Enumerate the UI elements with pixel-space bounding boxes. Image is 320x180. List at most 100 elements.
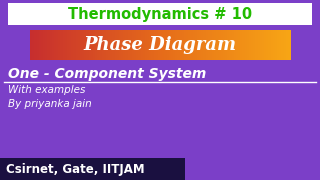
Bar [208, 30, 211, 60]
Bar [119, 30, 122, 60]
Bar [214, 30, 217, 60]
Bar [279, 30, 282, 60]
Bar [173, 30, 176, 60]
Bar [130, 30, 132, 60]
Bar [186, 30, 189, 60]
Bar [89, 30, 92, 60]
Bar [125, 30, 128, 60]
Bar [76, 30, 78, 60]
Bar [244, 30, 247, 60]
Bar [84, 30, 87, 60]
Bar [132, 30, 135, 60]
Bar [288, 30, 291, 60]
Bar [247, 30, 250, 60]
Text: Thermodynamics # 10: Thermodynamics # 10 [68, 6, 252, 21]
Bar [255, 30, 258, 60]
Bar [149, 30, 152, 60]
Bar [193, 30, 196, 60]
Bar [156, 30, 159, 60]
Bar [0, 158, 185, 180]
Bar [264, 30, 267, 60]
Bar [136, 30, 139, 60]
Bar [166, 30, 170, 60]
Bar [62, 30, 66, 60]
Bar [80, 30, 83, 60]
Bar [65, 30, 68, 60]
Bar [229, 30, 232, 60]
Bar [242, 30, 245, 60]
Bar [69, 30, 72, 60]
Bar [219, 30, 221, 60]
Bar [251, 30, 254, 60]
Bar [162, 30, 165, 60]
Bar [234, 30, 236, 60]
Bar [238, 30, 241, 60]
Bar [134, 30, 137, 60]
Bar [216, 30, 219, 60]
Bar [258, 30, 260, 60]
Bar [91, 30, 94, 60]
Bar [260, 30, 263, 60]
Bar [184, 30, 187, 60]
Bar [121, 30, 124, 60]
Bar [108, 30, 111, 60]
Bar [240, 30, 243, 60]
Bar [281, 30, 284, 60]
Bar [180, 30, 182, 60]
Bar [117, 30, 120, 60]
Bar [106, 30, 109, 60]
Bar [205, 30, 208, 60]
Bar [151, 30, 154, 60]
Bar [221, 30, 224, 60]
Bar [52, 30, 55, 60]
Bar [101, 30, 104, 60]
Bar [177, 30, 180, 60]
Bar [73, 30, 76, 60]
Bar [188, 30, 191, 60]
Text: Csirnet, Gate, IITJAM: Csirnet, Gate, IITJAM [6, 163, 145, 175]
Bar [197, 30, 200, 60]
Bar [270, 30, 274, 60]
Bar [190, 30, 193, 60]
Bar [86, 30, 89, 60]
Bar [41, 30, 44, 60]
Bar [138, 30, 141, 60]
Bar [284, 30, 286, 60]
Bar [201, 30, 204, 60]
Bar [112, 30, 115, 60]
Bar [203, 30, 206, 60]
Bar [43, 30, 46, 60]
Bar [123, 30, 126, 60]
Bar [45, 30, 48, 60]
Bar [8, 3, 312, 25]
Bar [58, 30, 61, 60]
Bar [110, 30, 113, 60]
Text: Phase Diagram: Phase Diagram [84, 36, 236, 54]
Bar [50, 30, 52, 60]
Bar [154, 30, 156, 60]
Bar [266, 30, 269, 60]
Bar [56, 30, 59, 60]
Bar [268, 30, 271, 60]
Bar [127, 30, 131, 60]
Bar [60, 30, 63, 60]
Bar [115, 30, 117, 60]
Bar [231, 30, 235, 60]
Bar [36, 30, 39, 60]
Bar [236, 30, 239, 60]
Bar [175, 30, 178, 60]
Text: By priyanka jain: By priyanka jain [8, 99, 92, 109]
Bar [275, 30, 278, 60]
Bar [169, 30, 172, 60]
Bar [140, 30, 143, 60]
Bar [82, 30, 85, 60]
Text: With examples: With examples [8, 85, 85, 95]
Bar [227, 30, 230, 60]
Bar [78, 30, 81, 60]
Bar [147, 30, 150, 60]
Bar [145, 30, 148, 60]
Bar [277, 30, 280, 60]
Bar [67, 30, 70, 60]
Bar [47, 30, 50, 60]
Bar [95, 30, 98, 60]
